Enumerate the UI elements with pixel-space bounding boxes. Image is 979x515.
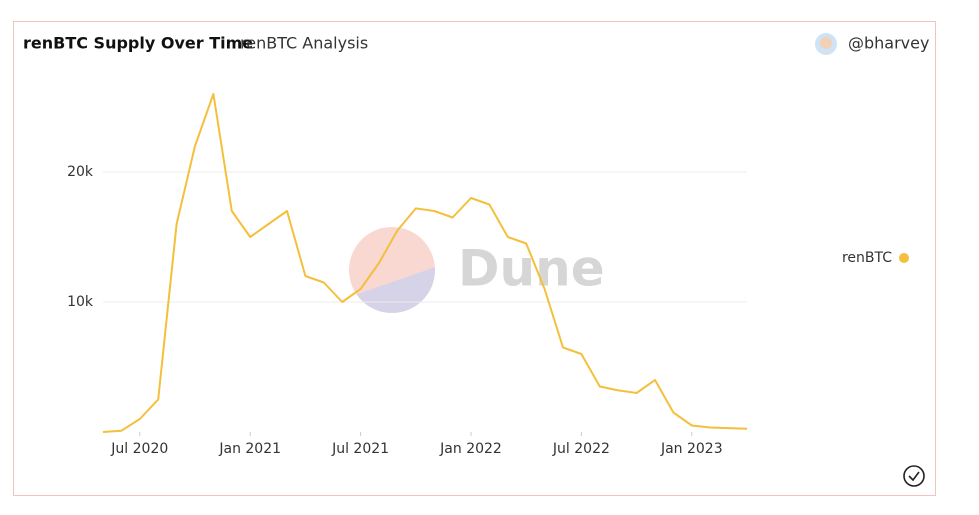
check-icon[interactable] [903,465,925,487]
author[interactable]: @bharvey [848,34,929,53]
x-tick-label: Jan 2023 [660,441,723,457]
x-tick-label: Jul 2021 [331,441,389,457]
card [13,21,936,496]
x-tick-label: Jan 2022 [439,441,502,457]
check-mark [908,471,920,482]
watermark: Dune [349,227,605,313]
x-tick-label: Jul 2020 [110,441,168,457]
legend-swatch [899,253,909,263]
avatar-face [820,37,832,49]
subtitle: renBTC Analysis [240,34,368,53]
chart-title: renBTC Supply Over Time [23,34,253,53]
y-tick-label: 20k [67,164,94,180]
line [102,93,748,433]
legend-label: renBTC [842,250,892,266]
x-tick-label: Jan 2021 [218,441,281,457]
watermark-text: Dune [458,240,605,298]
x-tick-label: Jul 2022 [552,441,610,457]
y-tick-label: 10k [67,294,94,310]
